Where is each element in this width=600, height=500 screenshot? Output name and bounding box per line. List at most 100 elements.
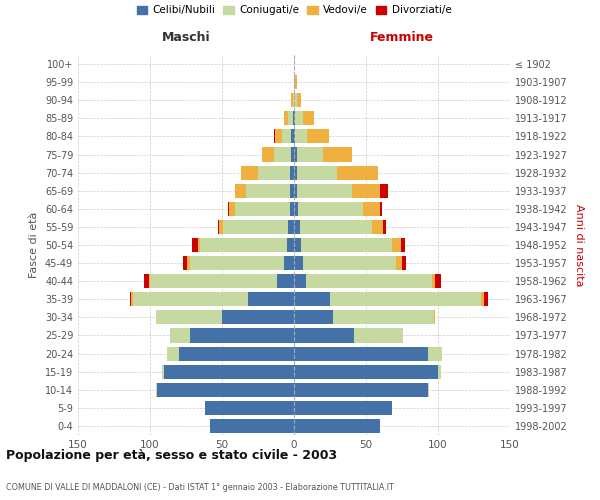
Bar bbox=[294, 238, 301, 252]
Bar bbox=[380, 202, 382, 216]
Bar bbox=[235, 202, 290, 216]
Bar bbox=[294, 93, 297, 108]
Bar bbox=[197, 238, 200, 252]
Bar bbox=[428, 346, 442, 360]
Bar bbox=[156, 310, 222, 324]
Bar bbox=[392, 238, 401, 252]
Bar bbox=[167, 346, 179, 360]
Bar bbox=[428, 382, 430, 397]
Bar bbox=[288, 220, 294, 234]
Bar bbox=[297, 166, 337, 179]
Bar bbox=[432, 274, 435, 288]
Bar bbox=[481, 292, 484, 306]
Bar bbox=[294, 364, 438, 378]
Bar bbox=[223, 220, 288, 234]
Bar bbox=[290, 166, 294, 179]
Bar bbox=[302, 256, 396, 270]
Y-axis label: Anni di nascita: Anni di nascita bbox=[574, 204, 584, 286]
Bar bbox=[262, 148, 274, 162]
Bar bbox=[380, 184, 388, 198]
Bar bbox=[293, 93, 294, 108]
Bar bbox=[287, 238, 294, 252]
Bar bbox=[218, 220, 219, 234]
Bar bbox=[294, 256, 302, 270]
Bar bbox=[183, 256, 187, 270]
Bar bbox=[283, 130, 291, 143]
Bar bbox=[187, 256, 190, 270]
Bar bbox=[294, 401, 392, 415]
Bar bbox=[293, 112, 294, 126]
Bar bbox=[297, 184, 352, 198]
Bar bbox=[295, 75, 297, 89]
Bar bbox=[291, 93, 293, 108]
Bar bbox=[434, 310, 435, 324]
Bar bbox=[275, 130, 283, 143]
Bar bbox=[274, 148, 291, 162]
Legend: Celibi/Nubili, Coniugati/e, Vedovi/e, Divorziati/e: Celibi/Nubili, Coniugati/e, Vedovi/e, Di… bbox=[133, 2, 455, 20]
Bar bbox=[258, 166, 290, 179]
Bar bbox=[402, 256, 406, 270]
Bar bbox=[150, 274, 277, 288]
Bar bbox=[211, 419, 294, 433]
Bar bbox=[229, 202, 235, 216]
Bar bbox=[435, 274, 441, 288]
Bar bbox=[149, 274, 150, 288]
Bar bbox=[294, 130, 295, 143]
Bar bbox=[235, 184, 247, 198]
Bar bbox=[294, 202, 298, 216]
Bar bbox=[294, 382, 428, 397]
Text: Maschi: Maschi bbox=[161, 31, 211, 44]
Bar bbox=[294, 274, 305, 288]
Bar bbox=[383, 220, 386, 234]
Bar bbox=[396, 256, 402, 270]
Bar bbox=[156, 382, 157, 397]
Bar bbox=[297, 148, 323, 162]
Bar bbox=[330, 292, 481, 306]
Bar bbox=[333, 310, 434, 324]
Bar bbox=[247, 184, 290, 198]
Bar bbox=[228, 202, 229, 216]
Bar bbox=[290, 202, 294, 216]
Bar bbox=[179, 346, 294, 360]
Bar bbox=[302, 112, 314, 126]
Bar bbox=[131, 292, 133, 306]
Bar bbox=[200, 238, 287, 252]
Text: Femmine: Femmine bbox=[370, 31, 434, 44]
Bar bbox=[190, 256, 284, 270]
Bar bbox=[144, 274, 149, 288]
Bar bbox=[307, 130, 329, 143]
Bar bbox=[352, 184, 380, 198]
Bar bbox=[205, 401, 294, 415]
Bar bbox=[300, 220, 372, 234]
Bar bbox=[277, 274, 294, 288]
Bar bbox=[291, 130, 294, 143]
Bar bbox=[130, 292, 131, 306]
Bar bbox=[337, 166, 377, 179]
Bar bbox=[294, 419, 380, 433]
Bar bbox=[248, 292, 294, 306]
Bar bbox=[284, 256, 294, 270]
Bar bbox=[363, 202, 380, 216]
Bar bbox=[323, 148, 352, 162]
Bar bbox=[291, 148, 294, 162]
Bar bbox=[438, 364, 441, 378]
Bar bbox=[295, 112, 302, 126]
Bar bbox=[192, 238, 197, 252]
Text: COMUNE DI VALLE DI MADDALONI (CE) - Dati ISTAT 1° gennaio 2003 - Elaborazione TU: COMUNE DI VALLE DI MADDALONI (CE) - Dati… bbox=[6, 484, 394, 492]
Bar bbox=[297, 93, 301, 108]
Bar bbox=[294, 310, 333, 324]
Bar bbox=[294, 220, 300, 234]
Bar bbox=[372, 220, 383, 234]
Bar bbox=[284, 112, 288, 126]
Bar bbox=[161, 364, 164, 378]
Bar bbox=[170, 328, 190, 342]
Bar bbox=[274, 130, 275, 143]
Bar bbox=[164, 364, 294, 378]
Bar bbox=[294, 346, 428, 360]
Bar bbox=[295, 130, 307, 143]
Bar bbox=[241, 166, 258, 179]
Bar bbox=[301, 238, 392, 252]
Bar bbox=[305, 274, 432, 288]
Bar bbox=[290, 184, 294, 198]
Bar bbox=[294, 328, 355, 342]
